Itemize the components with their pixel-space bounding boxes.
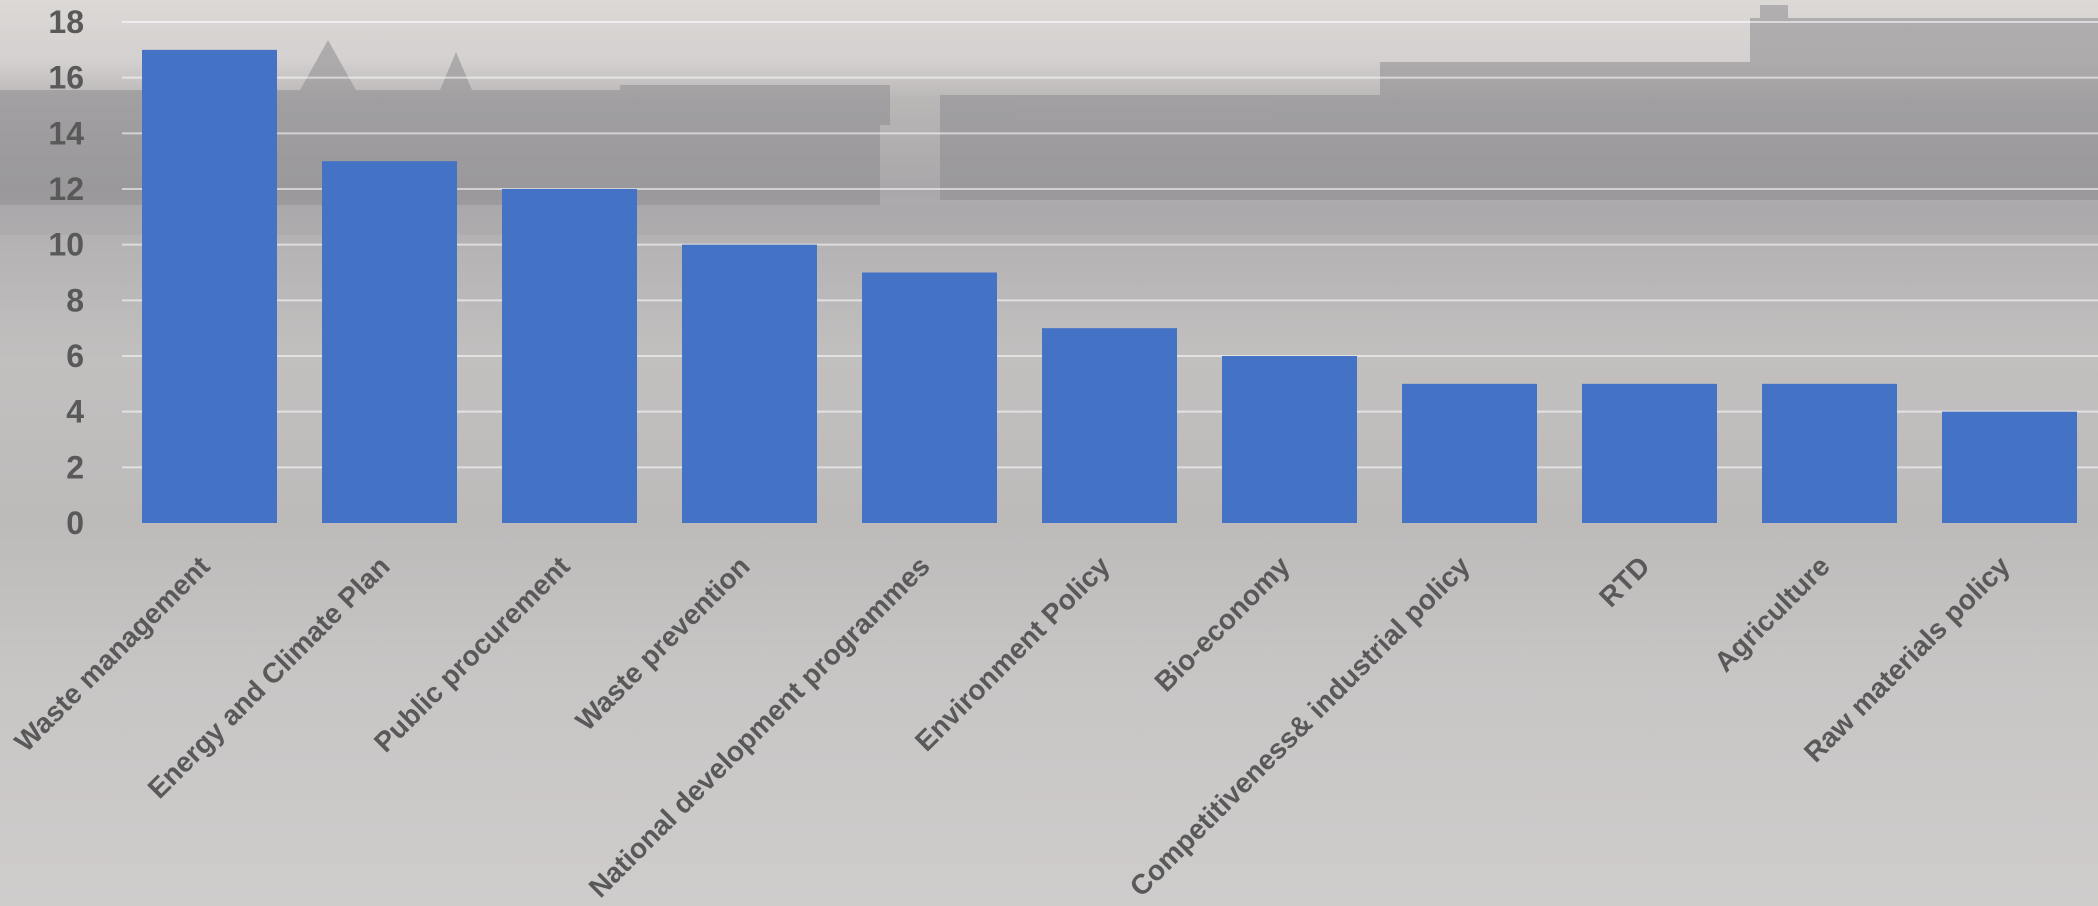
category-label: Waste prevention	[570, 550, 756, 736]
category-label: Competitiveness& industrial policy	[1124, 550, 1476, 902]
y-tick-label: 14	[48, 115, 84, 151]
bar	[682, 244, 817, 523]
y-tick-label: 10	[48, 227, 84, 263]
bar	[1582, 383, 1717, 523]
bar	[322, 161, 457, 523]
y-tick-label: 2	[66, 449, 84, 485]
y-tick-label: 6	[66, 338, 84, 374]
y-tick-label: 8	[66, 282, 84, 318]
bar	[502, 189, 637, 523]
category-label: Agriculture	[1708, 550, 1836, 678]
category-label: National development programmes	[583, 550, 936, 903]
bar	[862, 272, 997, 523]
bar	[1042, 328, 1177, 523]
category-label: Public procurement	[368, 550, 576, 758]
bar	[1942, 411, 2077, 523]
category-label: RTD	[1593, 550, 1656, 613]
y-tick-label: 4	[66, 394, 84, 430]
y-tick-label: 12	[48, 171, 84, 207]
bar	[1222, 356, 1357, 523]
category-label: Waste management	[9, 550, 216, 757]
y-axis: 0 2 4 6 8 10 12 14 16 18	[48, 4, 84, 541]
bar	[142, 49, 277, 523]
category-label: Environment Policy	[909, 550, 1116, 757]
y-tick-label: 18	[48, 4, 84, 40]
bar	[1402, 383, 1537, 523]
category-label: Raw materials policy	[1798, 550, 2016, 768]
y-tick-label: 16	[48, 60, 84, 96]
bars	[142, 49, 2077, 523]
category-label: Bio-economy	[1148, 550, 1296, 698]
bar	[1762, 383, 1897, 523]
y-tick-label: 0	[66, 505, 84, 541]
